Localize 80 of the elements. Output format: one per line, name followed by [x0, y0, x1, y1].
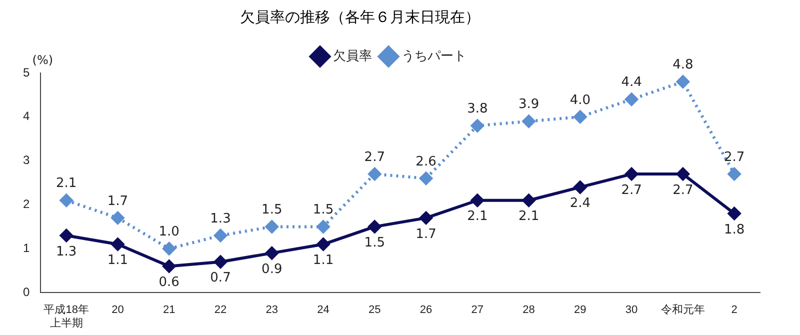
point: [728, 207, 741, 220]
data-label: 1.5: [262, 202, 282, 218]
x-tick-label: 24: [317, 304, 330, 316]
data-label: 2.4: [570, 196, 591, 212]
y-tick-label: 1: [22, 240, 30, 255]
point: [162, 242, 176, 256]
point: [420, 211, 433, 224]
data-label: 1.3: [56, 244, 77, 260]
y-tick-label: 2: [22, 197, 30, 212]
point: [728, 168, 741, 181]
data-label: 1.5: [312, 202, 334, 218]
data-label: 3.8: [467, 102, 488, 117]
x-tick-label: 26: [420, 304, 432, 316]
x-tick-label: 23: [266, 304, 278, 316]
point: [60, 229, 73, 242]
legend-label: 欠員率: [333, 48, 372, 64]
data-label: 2.7: [672, 182, 694, 198]
data-label: 2.1: [56, 176, 77, 192]
data-label: 2.7: [724, 150, 745, 165]
x-tick-label: 29: [574, 304, 586, 316]
point: [162, 260, 176, 273]
data-label: 1.7: [107, 194, 128, 209]
point: [625, 92, 638, 106]
y-tick-label: 4: [22, 109, 30, 124]
data-label: 4.4: [621, 75, 642, 90]
data-label: 1.5: [364, 236, 385, 251]
data-label: 1.7: [416, 226, 436, 242]
x-tick-label: 平成18年上半期: [44, 303, 89, 330]
point: [214, 229, 228, 242]
x-tick-label: 令和元年: [660, 303, 705, 316]
point: [111, 211, 124, 224]
data-label: 0.6: [158, 275, 180, 290]
data-label: 0.7: [210, 270, 231, 286]
point: [420, 172, 433, 185]
y-tick-label: 3: [22, 153, 30, 168]
data-label: 2.7: [621, 182, 642, 198]
data-label: 1.1: [312, 253, 334, 268]
x-tick-label: 25: [368, 304, 381, 316]
data-label: 1.8: [724, 222, 745, 238]
y-tick-label: 0: [22, 284, 30, 299]
chart-title: 欠員率の推移（各年６月末日現在）: [239, 7, 481, 28]
point: [522, 194, 536, 207]
point: [522, 114, 536, 128]
x-tick-label: 22: [214, 304, 227, 316]
point: [574, 180, 587, 194]
point: [574, 110, 587, 124]
point: [316, 220, 330, 234]
x-tick-label: 2: [731, 304, 738, 316]
data-label: 2.1: [467, 209, 488, 224]
point: [265, 246, 278, 260]
point: [676, 168, 690, 181]
point: [111, 238, 124, 251]
point: [214, 255, 228, 268]
data-label: 1.1: [107, 253, 128, 268]
point: [625, 168, 638, 181]
point: [368, 220, 382, 234]
point: [368, 168, 382, 181]
x-tick-label: 21: [163, 304, 176, 316]
y-axis-title: (%): [32, 53, 54, 68]
data-label: 2.7: [364, 150, 385, 165]
point: [265, 220, 278, 234]
x-tick-label: 20: [112, 304, 124, 316]
x-tick-label: 28: [522, 304, 535, 316]
data-label: 4.8: [672, 58, 694, 73]
data-label: 4.0: [570, 92, 591, 108]
data-label: 0.9: [262, 262, 282, 277]
data-label: 2.1: [518, 209, 540, 224]
y-tick-label: 5: [22, 65, 30, 80]
data-label: 2.6: [416, 154, 436, 170]
x-tick-label: 30: [625, 304, 638, 316]
point: [470, 194, 484, 207]
data-label: 1.3: [210, 211, 231, 226]
point: [60, 194, 73, 207]
point: [676, 75, 690, 88]
legend-label: うちパート: [402, 48, 466, 64]
data-label: 1.0: [158, 224, 180, 240]
data-label: 3.9: [518, 97, 540, 112]
point: [316, 238, 330, 251]
point: [470, 119, 484, 132]
x-tick-label: 27: [471, 304, 484, 316]
